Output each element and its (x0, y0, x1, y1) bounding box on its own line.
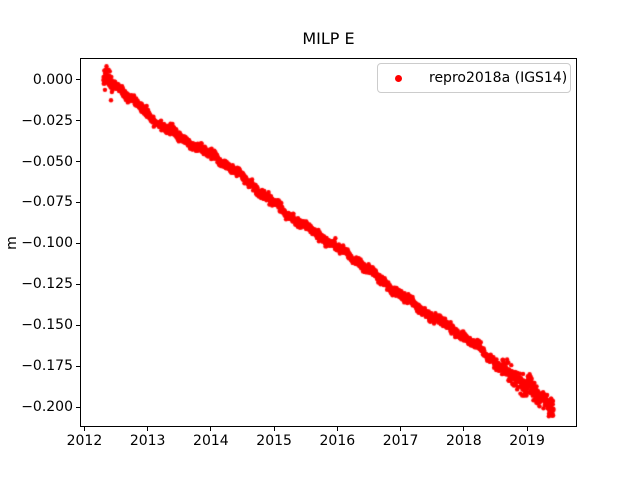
y-tick-mark (76, 201, 80, 203)
y-tick-mark (76, 283, 80, 285)
plot-area (80, 58, 577, 427)
y-axis-label: m (4, 236, 20, 250)
chart-title: MILP E (302, 29, 355, 48)
y-tick-label: −0.200 (21, 399, 73, 416)
x-tick-label: 2014 (193, 433, 229, 449)
y-tick-mark (76, 365, 80, 367)
y-tick-label: −0.150 (21, 317, 73, 334)
x-tick-label: 2016 (319, 433, 356, 449)
y-tick-label: 0.000 (32, 71, 73, 88)
legend-label: repro2018a (IGS14) (429, 70, 568, 86)
y-tick-label: −0.125 (21, 276, 73, 293)
y-tick-mark (76, 406, 80, 408)
x-tick-label: 2015 (256, 433, 292, 449)
y-tick-mark (76, 79, 80, 81)
legend-marker-icon (395, 74, 402, 82)
y-tick-mark (76, 161, 80, 163)
y-tick-mark (76, 120, 80, 122)
x-tick-mark (463, 427, 465, 431)
x-tick-mark (400, 427, 402, 431)
y-tick-mark (76, 242, 80, 244)
x-tick-mark (336, 427, 338, 431)
x-tick-mark (210, 427, 212, 431)
y-tick-label: −0.025 (21, 112, 73, 129)
x-tick-mark (526, 427, 528, 431)
y-tick-mark (76, 324, 80, 326)
y-tick-label: −0.175 (21, 358, 73, 375)
x-tick-mark (273, 427, 275, 431)
x-tick-label: 2013 (129, 433, 166, 449)
y-tick-label: −0.075 (21, 194, 73, 211)
x-tick-mark (83, 427, 85, 431)
x-tick-label: 2012 (66, 433, 103, 449)
legend: repro2018a (IGS14) (377, 63, 571, 93)
y-tick-label: −0.050 (21, 153, 73, 170)
x-tick-label: 2017 (382, 433, 419, 449)
x-tick-mark (147, 427, 149, 431)
x-tick-label: 2019 (509, 433, 545, 449)
x-tick-label: 2018 (445, 433, 482, 449)
y-tick-label: −0.100 (21, 235, 73, 252)
